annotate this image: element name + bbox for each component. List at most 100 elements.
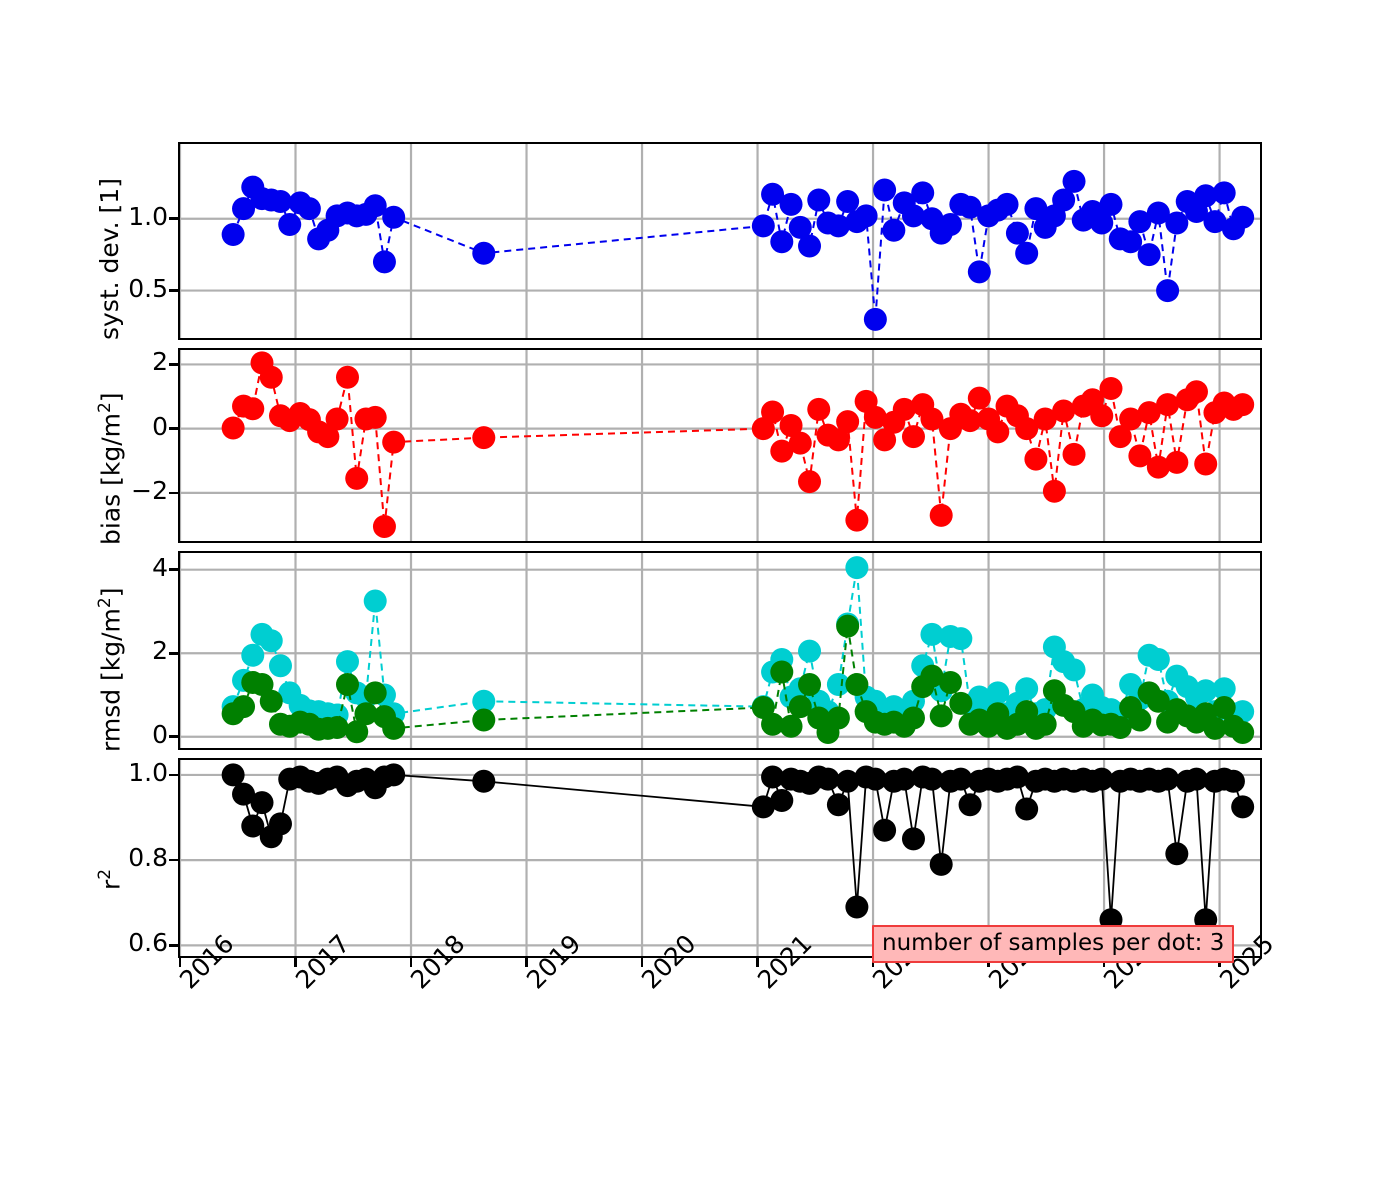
data-point — [1062, 658, 1086, 682]
ytick-mark — [169, 491, 178, 495]
data-point — [232, 695, 256, 719]
data-point — [1119, 230, 1143, 254]
data-point — [901, 827, 925, 851]
ytick-label: 2 — [152, 636, 168, 666]
plot-area-rmsd — [180, 553, 1260, 748]
data-point — [1184, 380, 1208, 404]
data-point — [1203, 210, 1227, 234]
data-point — [863, 307, 887, 331]
data-point — [788, 431, 812, 455]
data-point — [472, 241, 496, 265]
data-point — [938, 670, 962, 694]
data-point — [929, 852, 953, 876]
data-point — [1212, 181, 1236, 205]
data-point — [1099, 377, 1123, 401]
data-point — [1231, 205, 1255, 229]
data-point — [958, 793, 982, 817]
data-point — [816, 767, 840, 791]
data-point — [1033, 407, 1057, 431]
data-point — [1128, 708, 1152, 732]
data-point — [798, 639, 822, 663]
data-point — [1184, 767, 1208, 791]
panel-rmsd — [178, 551, 1262, 750]
data-point — [259, 365, 283, 389]
data-point — [873, 428, 897, 452]
data-point — [920, 664, 944, 688]
data-point — [826, 428, 850, 452]
data-point — [1156, 279, 1180, 303]
data-point — [901, 706, 925, 730]
data-point — [1221, 769, 1245, 793]
data-point — [863, 767, 887, 791]
ytick-label: 2 — [152, 347, 168, 377]
data-point — [1231, 721, 1255, 745]
data-point — [1128, 210, 1152, 234]
data-point — [325, 407, 349, 431]
data-point — [278, 212, 302, 236]
data-point — [335, 673, 359, 697]
data-point — [761, 765, 785, 789]
data-point — [325, 716, 349, 740]
ytick-mark — [169, 568, 178, 571]
data-point — [345, 466, 369, 490]
data-point — [472, 708, 496, 732]
data-point — [1090, 404, 1114, 428]
ytick-mark — [169, 289, 178, 292]
series-line — [232, 774, 1244, 920]
data-point — [1042, 479, 1066, 503]
data-point — [1212, 696, 1236, 719]
data-point — [1156, 393, 1180, 417]
data-point — [967, 260, 991, 284]
data-point — [958, 409, 982, 433]
data-point — [1024, 447, 1048, 471]
data-point — [1137, 243, 1161, 267]
data-point — [345, 720, 369, 744]
xtick-mark — [409, 958, 413, 967]
data-point — [1090, 211, 1114, 235]
data-point — [873, 818, 897, 842]
xtick-mark — [294, 958, 297, 967]
data-point — [1090, 767, 1114, 791]
data-point — [259, 689, 283, 713]
data-point — [836, 189, 860, 213]
data-point — [241, 397, 265, 421]
data-point — [986, 420, 1010, 444]
ytick-mark — [169, 773, 178, 777]
data-point — [232, 782, 256, 806]
data-point — [335, 365, 359, 389]
data-point — [1203, 716, 1227, 740]
data-point — [958, 195, 982, 219]
data-point — [826, 706, 850, 730]
data-point — [1165, 842, 1189, 866]
data-point — [845, 508, 869, 532]
data-point — [354, 702, 378, 726]
data-point — [807, 188, 831, 212]
data-point — [901, 425, 925, 449]
data-point — [1146, 647, 1170, 671]
data-point — [929, 503, 953, 527]
ytick-label: 0.6 — [128, 928, 168, 958]
ytick-mark — [169, 651, 178, 655]
data-point — [949, 627, 973, 651]
data-point — [1128, 444, 1152, 468]
data-point — [901, 204, 925, 228]
data-point — [232, 197, 256, 221]
data-point — [892, 767, 916, 791]
panel-r2 — [178, 758, 1262, 958]
data-point — [472, 769, 496, 793]
data-point — [1024, 197, 1048, 221]
panel-syst-dev — [178, 142, 1262, 340]
data-point — [920, 622, 944, 646]
data-point — [241, 643, 265, 667]
data-point — [1146, 455, 1170, 479]
data-point — [770, 788, 794, 812]
data-point — [845, 556, 869, 580]
data-point — [382, 430, 406, 454]
data-point — [1015, 677, 1039, 701]
ytick-label: 1.0 — [128, 201, 168, 231]
data-point — [751, 214, 775, 238]
data-point — [882, 218, 906, 242]
data-point — [241, 814, 265, 838]
data-point — [779, 413, 803, 437]
data-point — [268, 189, 292, 213]
